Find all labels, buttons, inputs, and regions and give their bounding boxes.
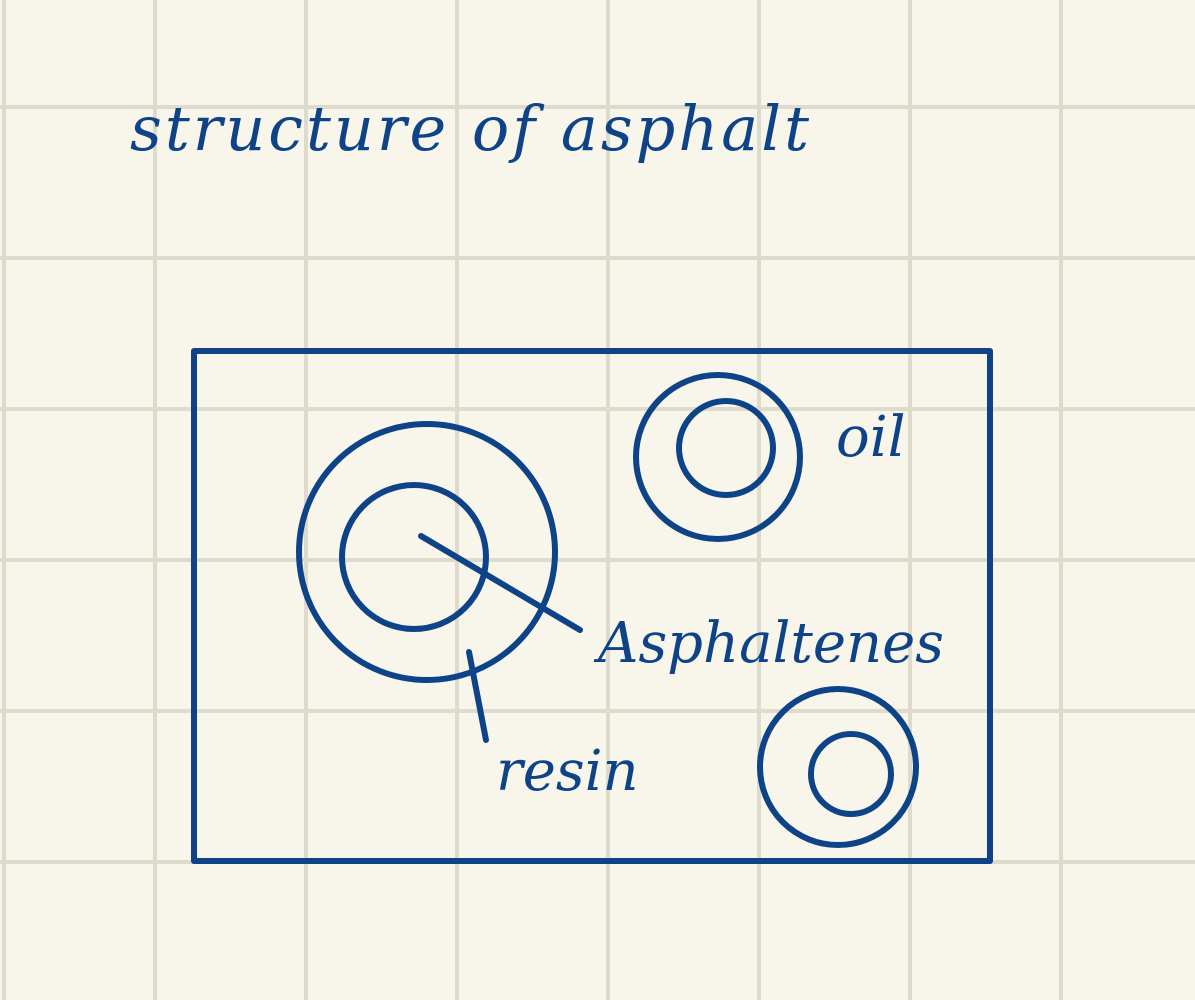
lower-micelle-core (808, 731, 894, 817)
asphaltene-micelle-outer (296, 421, 558, 683)
resin-leader-line (466, 649, 489, 743)
asphaltene-micelle-core (339, 482, 489, 632)
lower-micelle-outer (757, 686, 919, 848)
oil-label: oil (836, 405, 906, 470)
upper-micelle-outer (633, 372, 803, 542)
asphalt-matrix-box (191, 348, 993, 864)
asphalt-diagram (191, 348, 993, 864)
upper-micelle-core (676, 398, 776, 498)
asphaltenes-leader-line (418, 533, 583, 633)
resin-label: resin (496, 739, 639, 804)
asphaltenes-label: Asphaltenes (593, 611, 944, 676)
diagram-title: structure of asphalt (130, 92, 812, 165)
